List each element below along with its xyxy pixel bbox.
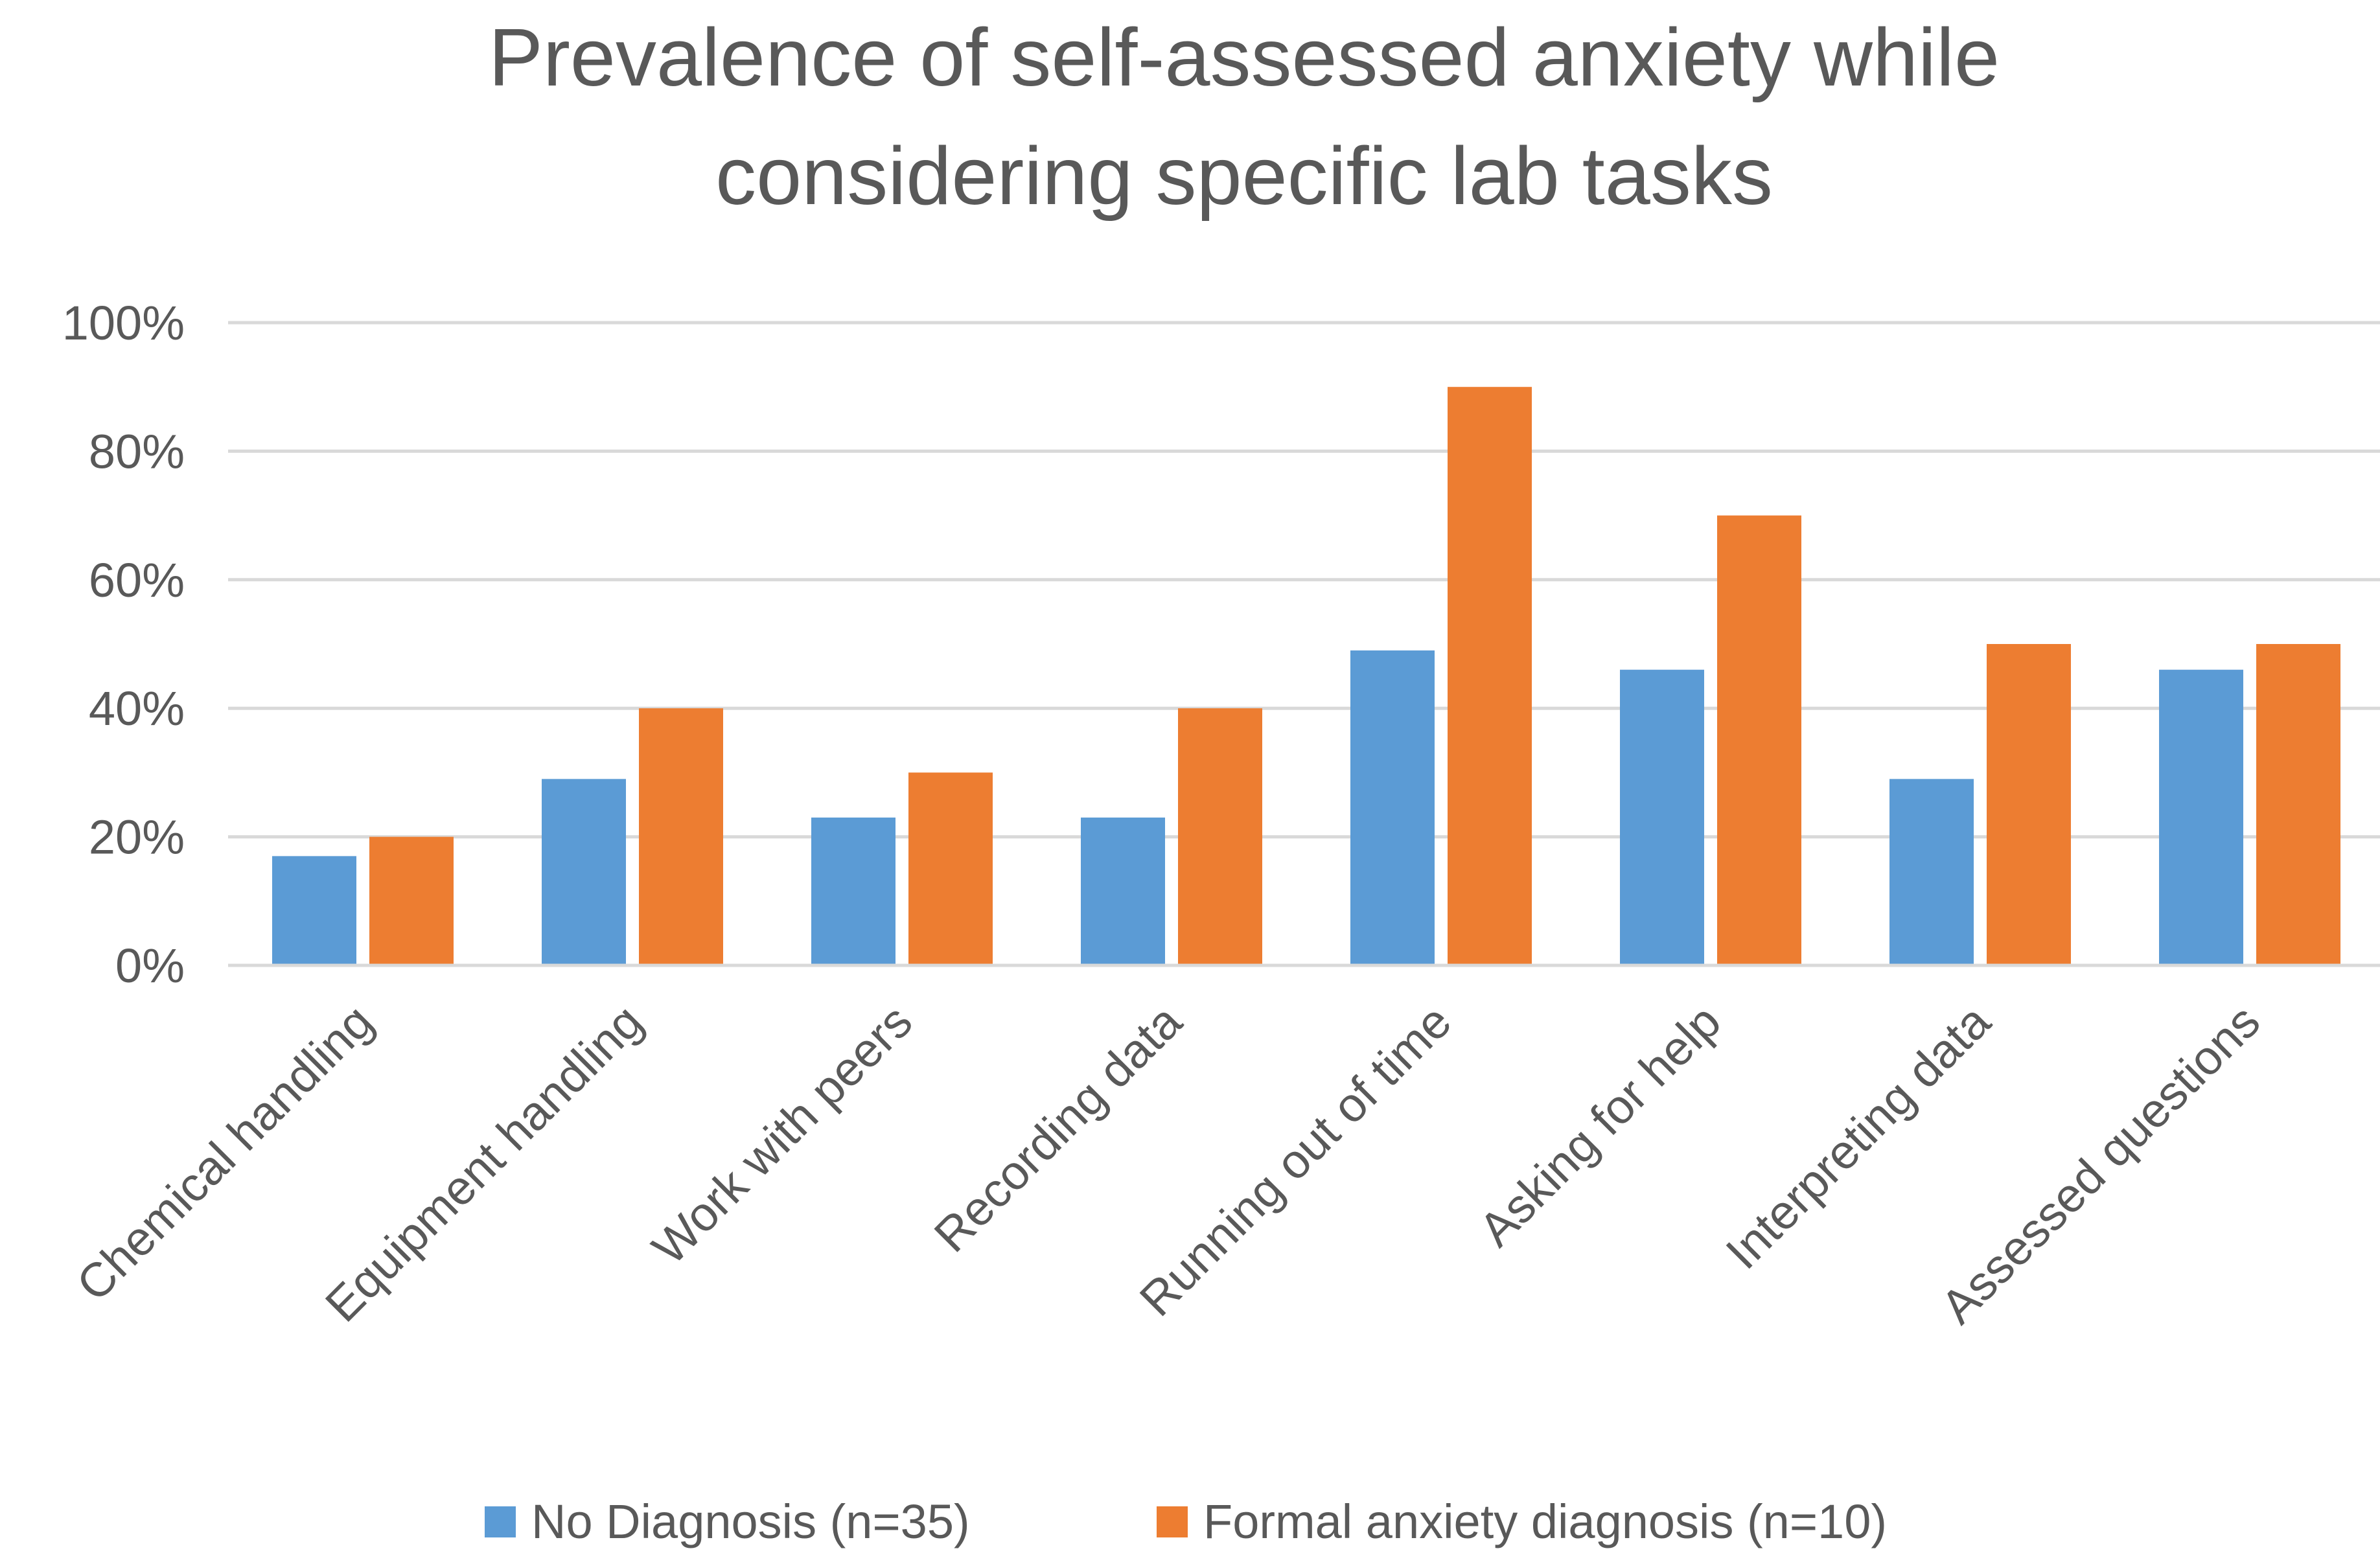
legend-swatch (1157, 1506, 1188, 1537)
bar (908, 772, 993, 965)
bar (1178, 708, 1262, 965)
chart-title-line-2: considering specific lab tasks (715, 130, 1773, 222)
bars (272, 387, 2340, 965)
bar (1350, 650, 1435, 965)
y-tick-label: 40% (89, 682, 185, 735)
bar (1448, 387, 1532, 965)
x-tick-label: Interpreting data (1716, 994, 2001, 1279)
bar (1889, 779, 1974, 965)
bar (2159, 669, 2243, 965)
legend: No Diagnosis (n=35) Formal anxiety diagno… (485, 1495, 1887, 1548)
y-tick-label: 20% (89, 811, 185, 864)
bar (272, 856, 356, 965)
x-tick-label: Chemical handling (66, 995, 383, 1311)
x-tick-label: Asking for help (1468, 995, 1731, 1257)
y-axis-ticks: 0% 20% 40% 60% 80% 100% (62, 296, 185, 993)
legend-label: No Diagnosis (n=35) (531, 1495, 970, 1548)
y-tick-label: 80% (89, 424, 185, 478)
bar (639, 708, 723, 965)
bar (811, 817, 895, 965)
bar (1717, 515, 1801, 965)
legend-swatch (485, 1506, 516, 1537)
bar (2256, 644, 2340, 965)
x-tick-label: Work with peers (641, 995, 922, 1275)
bar (1620, 669, 1704, 965)
chart-title-line-1: Prevalence of self-assessed anxiety whil… (489, 12, 2000, 103)
bar (1987, 644, 2071, 965)
bar (1081, 817, 1165, 965)
x-tick-label: Recording data (924, 994, 1192, 1262)
bar (542, 779, 626, 965)
bar (369, 836, 454, 965)
legend-label: Formal anxiety diagnosis (n=10) (1203, 1495, 1887, 1548)
y-tick-label: 100% (62, 296, 185, 350)
y-tick-label: 60% (89, 553, 185, 607)
y-tick-label: 0% (115, 939, 185, 993)
